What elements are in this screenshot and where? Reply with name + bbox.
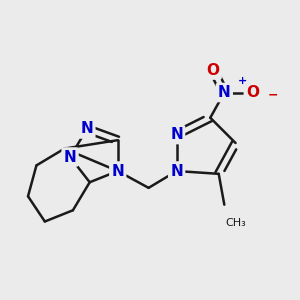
Text: N: N	[111, 164, 124, 178]
Text: N: N	[80, 122, 93, 136]
Text: N: N	[218, 85, 231, 100]
Text: +: +	[238, 76, 247, 86]
Text: N: N	[64, 149, 76, 164]
Text: N: N	[170, 127, 183, 142]
Text: N: N	[170, 164, 183, 178]
Text: −: −	[268, 89, 279, 102]
Text: O: O	[207, 63, 220, 78]
Text: O: O	[246, 85, 259, 100]
Text: CH₃: CH₃	[225, 218, 246, 228]
